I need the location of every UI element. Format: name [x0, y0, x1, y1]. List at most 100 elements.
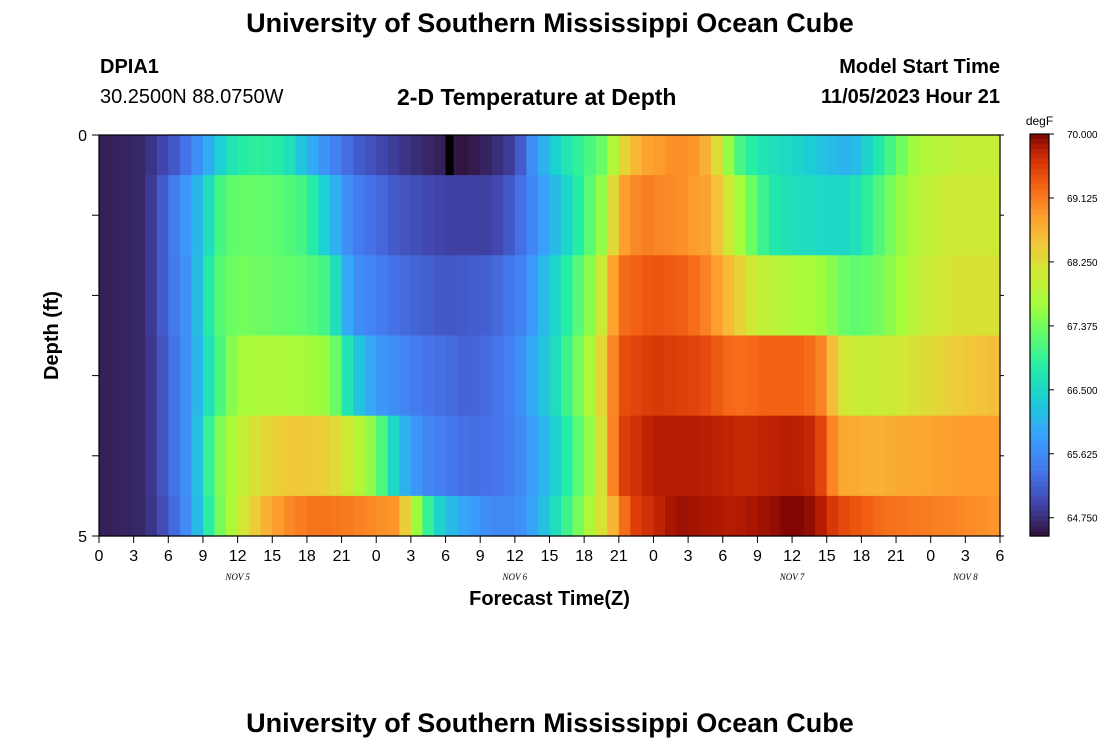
- colorbar-segment: [1030, 264, 1049, 271]
- heatmap-cell: [99, 335, 112, 417]
- y-tick-label: 0: [78, 128, 87, 145]
- heatmap-cell: [965, 495, 978, 537]
- heatmap-cell: [919, 335, 932, 417]
- heatmap-cell: [122, 415, 135, 497]
- heatmap-cell: [930, 415, 943, 497]
- heatmap-cell: [699, 135, 712, 176]
- heatmap-cell: [965, 175, 978, 256]
- heatmap-cell: [618, 135, 631, 176]
- heatmap-cell: [699, 415, 712, 497]
- heatmap-cell: [861, 255, 874, 337]
- heatmap-cell: [699, 255, 712, 337]
- heatmap-cell: [907, 175, 920, 256]
- colorbar-segment: [1030, 500, 1049, 507]
- heatmap-cell: [272, 135, 285, 176]
- heatmap-cell: [872, 255, 886, 337]
- heatmap-cell: [861, 495, 874, 537]
- heatmap-cell: [468, 335, 481, 417]
- heatmap-cell: [410, 495, 424, 537]
- heatmap-cell: [584, 415, 597, 497]
- heatmap-cell: [549, 495, 562, 537]
- heatmap-cell: [815, 495, 828, 537]
- heatmap-cell: [595, 495, 608, 537]
- heatmap-cell: [826, 495, 839, 537]
- heatmap-cell: [237, 175, 250, 256]
- heatmap-cell: [537, 175, 551, 256]
- x-tick-label: 12: [229, 548, 247, 565]
- heatmap-cell: [179, 415, 193, 497]
- colorbar-segment: [1030, 390, 1049, 396]
- colorbar-segment: [1030, 435, 1049, 442]
- heatmap-cell: [988, 255, 1001, 337]
- heatmap-cell: [942, 255, 955, 337]
- heatmap-cell: [110, 495, 123, 537]
- heatmap-cell: [191, 175, 204, 256]
- heatmap-cell: [572, 255, 585, 337]
- heatmap-cell: [156, 495, 169, 537]
- heatmap-cell: [306, 255, 320, 337]
- heatmap-cell: [711, 495, 724, 537]
- heatmap-cell: [376, 175, 389, 256]
- heatmap-cell: [953, 175, 966, 256]
- heatmap-cell: [676, 415, 689, 497]
- heatmap-cell: [353, 255, 366, 337]
- heatmap-cell: [283, 255, 296, 337]
- heatmap-cell: [295, 415, 308, 497]
- heatmap-cell: [757, 495, 770, 537]
- heatmap-cell: [491, 135, 504, 176]
- heatmap-cell: [768, 335, 782, 417]
- heatmap-cell: [503, 255, 516, 337]
- heatmap-cell: [630, 415, 643, 497]
- heatmap-cell: [330, 255, 343, 337]
- heatmap-cell: [595, 175, 608, 256]
- heatmap-cell: [561, 335, 574, 417]
- heatmap-cell: [907, 415, 920, 497]
- colorbar-segment: [1030, 269, 1049, 276]
- heatmap-cell: [237, 495, 250, 537]
- heatmap-cell: [930, 135, 943, 176]
- heatmap-cell: [792, 135, 805, 176]
- heatmap-cell: [491, 495, 504, 537]
- heatmap-cell: [976, 415, 990, 497]
- heatmap-cell: [433, 335, 447, 417]
- heatmap-cell: [711, 415, 724, 497]
- heatmap-cell: [896, 175, 909, 256]
- heatmap-cell: [237, 255, 250, 337]
- colorbar-segment: [1030, 340, 1049, 346]
- colorbar-segment: [1030, 425, 1049, 432]
- heatmap-cell: [988, 495, 1001, 537]
- colorbar-tick-label: 70.000: [1067, 130, 1098, 141]
- heatmap-cell: [214, 135, 227, 176]
- heatmap-cell: [260, 135, 273, 176]
- colorbar-segment: [1030, 350, 1049, 356]
- heatmap-cell: [711, 175, 724, 256]
- colorbar-segment: [1030, 199, 1049, 205]
- heatmap-cell: [145, 255, 158, 337]
- x-tick-label: 6: [996, 548, 1005, 565]
- heatmap-cell: [399, 495, 412, 537]
- heatmap-cell: [907, 255, 920, 337]
- heatmap-cell: [641, 135, 655, 176]
- heatmap-cell: [745, 415, 759, 497]
- heatmap-cell: [376, 135, 389, 176]
- x-tick-label: 6: [718, 548, 727, 565]
- colorbar-segment: [1030, 490, 1049, 497]
- heatmap-cell: [272, 175, 285, 256]
- colorbar-segment: [1030, 410, 1049, 417]
- colorbar-segment: [1030, 360, 1049, 366]
- heatmap-cell: [353, 415, 366, 497]
- colorbar-tick-label: 67.375: [1067, 322, 1098, 333]
- heatmap-cell: [168, 135, 181, 176]
- colorbar-segment: [1030, 249, 1049, 256]
- colorbar-segment: [1030, 174, 1049, 180]
- heatmap-cell: [133, 175, 146, 256]
- heatmap-cell: [168, 495, 181, 537]
- heatmap-cell: [503, 415, 516, 497]
- heatmap-cell: [249, 255, 262, 337]
- colorbar-segment: [1030, 480, 1049, 487]
- colorbar-segment: [1030, 329, 1049, 336]
- heatmap-cell: [537, 335, 551, 417]
- heatmap-cell: [780, 415, 793, 497]
- heatmap-cell: [249, 335, 262, 417]
- heatmap-cell: [387, 335, 400, 417]
